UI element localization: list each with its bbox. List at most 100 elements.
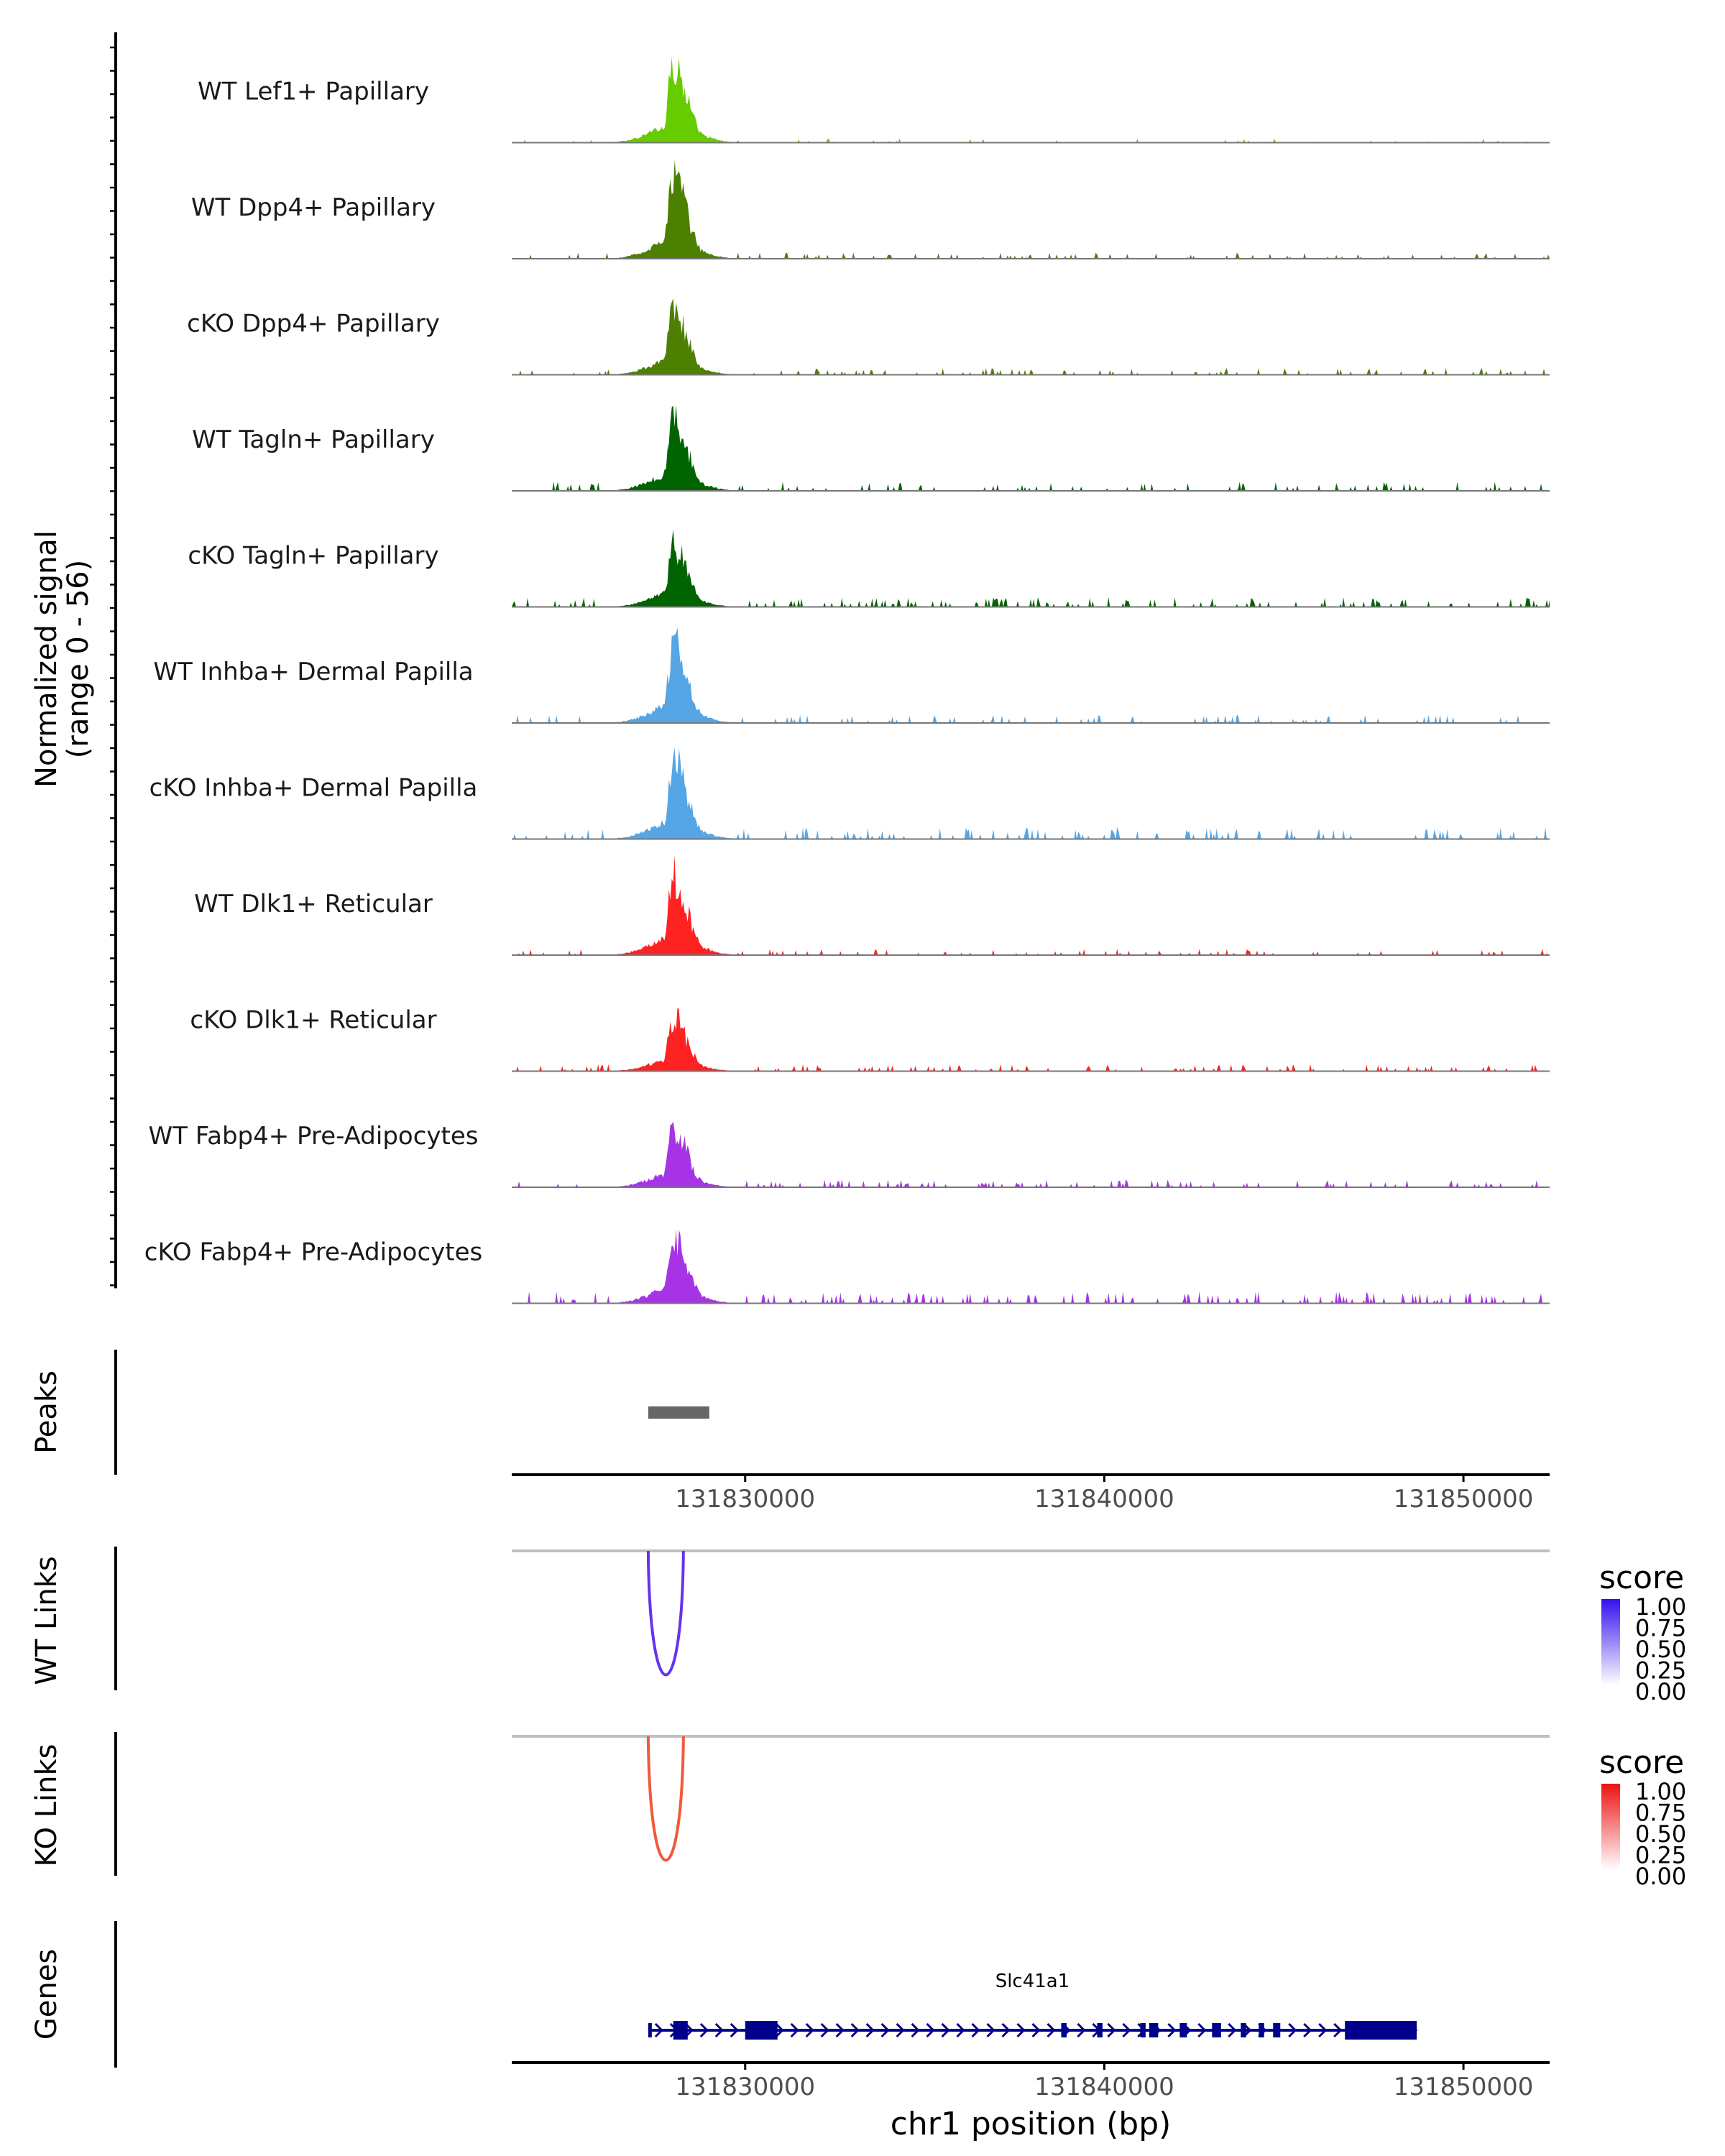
coverage-panel: Normalized signal(range 0 - 56) WT Lef1+ … bbox=[30, 32, 1550, 1304]
strand-arrow bbox=[971, 2022, 980, 2038]
track-label: WT Inhba+ Dermal Papilla bbox=[153, 658, 473, 686]
legend-tick-label: 1.00 bbox=[1635, 1778, 1686, 1805]
gene-exon bbox=[1149, 2023, 1159, 2037]
strand-arrow bbox=[1228, 2022, 1237, 2038]
legend-tick-label: 0.50 bbox=[1635, 1820, 1686, 1848]
x-axis-middle: 131830000 131840000 131850000 bbox=[512, 1473, 1550, 1514]
gene-exon bbox=[648, 2023, 652, 2037]
x-axis-title: chr1 position (bp) bbox=[891, 2106, 1172, 2142]
gene-exon bbox=[1061, 2023, 1067, 2037]
gene-exon bbox=[1179, 2023, 1187, 2037]
x-axis-tick-label: 131850000 bbox=[1394, 1485, 1534, 1514]
legend-tick-label: 0.25 bbox=[1635, 1842, 1686, 1869]
strand-arrow bbox=[880, 2022, 890, 2038]
link-track-label: WT Links bbox=[30, 1556, 63, 1685]
strand-arrow bbox=[850, 2022, 860, 2038]
legend-tick-label: 1.00 bbox=[1635, 1593, 1686, 1621]
x-axis-tick-label: 131830000 bbox=[675, 1485, 815, 1514]
track-label: cKO Dpp4+ Papillary bbox=[187, 310, 440, 338]
legend-tick-label: 0.25 bbox=[1635, 1657, 1686, 1685]
gene-exon bbox=[1140, 2023, 1146, 2037]
gene-exon bbox=[1097, 2023, 1103, 2037]
gene-exon bbox=[1241, 2023, 1246, 2037]
coverage-y-label: Normalized signal(range 0 - 56) bbox=[30, 530, 95, 788]
track-label: WT Tagln+ Papillary bbox=[192, 425, 435, 454]
legend-tick-label: 0.00 bbox=[1635, 1863, 1686, 1890]
strand-arrow bbox=[1303, 2022, 1312, 2038]
coverage-track: WT Dlk1+ Reticular bbox=[194, 854, 1550, 956]
legend-tick-label: 0.50 bbox=[1635, 1636, 1686, 1663]
strand-arrow bbox=[1318, 2022, 1328, 2038]
coverage-track: WT Lef1+ Papillary bbox=[198, 57, 1550, 144]
strand-arrow bbox=[775, 2022, 784, 2038]
track-label: cKO Tagln+ Papillary bbox=[188, 542, 438, 571]
strand-arrow bbox=[1167, 2022, 1177, 2038]
gene-exon bbox=[1259, 2023, 1264, 2037]
gene-exon bbox=[1345, 2021, 1417, 2040]
strand-arrow bbox=[699, 2022, 709, 2038]
track-label: WT Dpp4+ Papillary bbox=[191, 193, 436, 222]
strand-arrow bbox=[896, 2022, 905, 2038]
track-label: cKO Inhba+ Dermal Papilla bbox=[150, 774, 478, 803]
gene-name-label: Slc41a1 bbox=[995, 1971, 1070, 1992]
strand-arrow bbox=[790, 2022, 799, 2038]
x-axis-tick-label: 131840000 bbox=[1034, 1485, 1174, 1514]
legend-colorbar bbox=[1601, 1599, 1620, 1685]
strand-arrow bbox=[1107, 2022, 1116, 2038]
track-label: WT Fabp4+ Pre-Adipocytes bbox=[149, 1122, 479, 1151]
strand-arrow bbox=[1197, 2022, 1207, 2038]
coverage-y-label-line: (range 0 - 56) bbox=[62, 560, 95, 758]
legend-title: score bbox=[1599, 1744, 1684, 1781]
peak-region bbox=[648, 1406, 709, 1419]
strand-arrow bbox=[1046, 2022, 1056, 2038]
strand-arrow bbox=[1001, 2022, 1011, 2038]
track-label: cKO Fabp4+ Pre-Adipocytes bbox=[144, 1238, 483, 1267]
strand-arrow bbox=[926, 2022, 935, 2038]
x-axis-tick-label: 131850000 bbox=[1394, 2073, 1534, 2101]
coverage-track: cKO Dlk1+ Reticular bbox=[190, 1006, 1550, 1072]
legend-title: score bbox=[1599, 1560, 1684, 1596]
coverage-track: cKO Fabp4+ Pre-Adipocytes bbox=[144, 1228, 1550, 1304]
coverage-track: WT Fabp4+ Pre-Adipocytes bbox=[149, 1121, 1550, 1188]
track-label: WT Dlk1+ Reticular bbox=[194, 890, 433, 918]
strand-arrow bbox=[1016, 2022, 1026, 2038]
gene-exon bbox=[1273, 2023, 1281, 2037]
strand-arrow bbox=[911, 2022, 920, 2038]
link-arc bbox=[646, 1736, 685, 1862]
strand-arrow bbox=[865, 2022, 875, 2038]
strand-arrow bbox=[730, 2022, 739, 2038]
strand-arrow bbox=[941, 2022, 950, 2038]
strand-arrow bbox=[956, 2022, 965, 2038]
coverage-track: cKO Inhba+ Dermal Papilla bbox=[150, 747, 1550, 840]
link-arc bbox=[646, 1550, 685, 1677]
strand-arrow bbox=[714, 2022, 724, 2038]
legend-colorbar bbox=[1601, 1784, 1620, 1870]
peaks-panel: Peaks bbox=[30, 1350, 709, 1475]
gene-exon bbox=[745, 2021, 778, 2040]
strand-arrow bbox=[1077, 2022, 1086, 2038]
legend-tick-label: 0.00 bbox=[1635, 1678, 1686, 1705]
track-label: WT Lef1+ Papillary bbox=[198, 78, 429, 106]
peaks-label: Peaks bbox=[30, 1370, 63, 1454]
coverage-track: WT Dpp4+ Papillary bbox=[191, 160, 1550, 259]
coverage-track: cKO Dpp4+ Papillary bbox=[187, 298, 1550, 376]
link-track-label: KO Links bbox=[30, 1744, 63, 1867]
x-axis-tick-label: 131830000 bbox=[675, 2073, 815, 2101]
legend-tick-label: 0.75 bbox=[1635, 1615, 1686, 1642]
coverage-y-label-line: Normalized signal bbox=[30, 530, 63, 788]
strand-arrow bbox=[986, 2022, 995, 2038]
strand-arrow bbox=[654, 2022, 663, 2038]
gene-exon bbox=[673, 2021, 688, 2040]
coverage-track: WT Tagln+ Papillary bbox=[192, 404, 1550, 492]
gene-exon bbox=[1212, 2023, 1221, 2037]
strand-arrow bbox=[820, 2022, 829, 2038]
strand-arrow bbox=[1031, 2022, 1041, 2038]
coverage-track: cKO Tagln+ Papillary bbox=[188, 529, 1550, 608]
strand-arrow bbox=[1122, 2022, 1131, 2038]
strand-arrow bbox=[805, 2022, 814, 2038]
